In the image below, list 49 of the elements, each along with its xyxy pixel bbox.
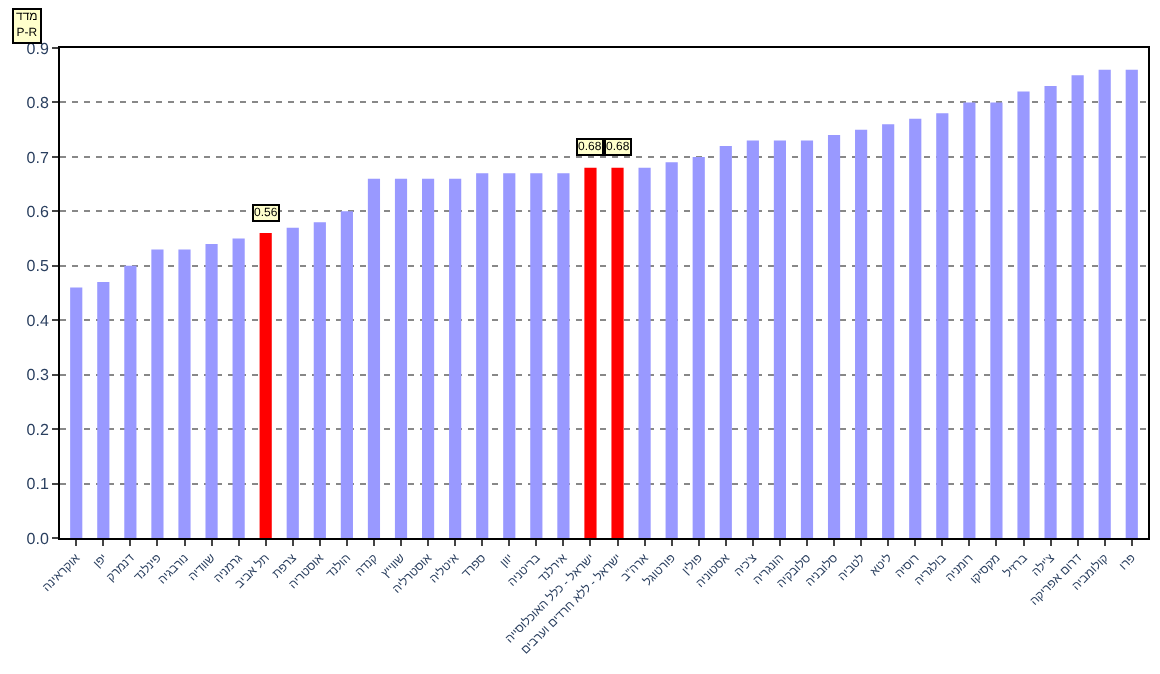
bar <box>367 178 381 538</box>
bar <box>990 102 1003 538</box>
y-tick-label: 0.5 <box>26 257 50 276</box>
bar <box>746 140 759 538</box>
bar <box>963 102 976 538</box>
bar <box>259 233 272 538</box>
bar <box>1098 69 1111 538</box>
bar <box>394 178 408 538</box>
bar <box>936 113 949 538</box>
bar <box>719 146 732 538</box>
bar <box>1071 75 1084 538</box>
y-tick-label: 0.2 <box>26 420 50 439</box>
bar <box>70 287 83 538</box>
bar <box>178 249 191 538</box>
bar <box>1017 91 1030 538</box>
bar <box>503 173 516 538</box>
bar <box>827 135 841 538</box>
bar <box>1125 69 1138 538</box>
y-tick-label: 0.3 <box>26 366 50 385</box>
bar <box>313 222 326 538</box>
bar <box>97 282 110 538</box>
bar <box>422 178 435 538</box>
bar <box>449 178 462 538</box>
bar <box>340 211 353 538</box>
bar <box>151 249 164 538</box>
y-tick-label: 0.6 <box>26 202 50 221</box>
bar <box>205 244 218 538</box>
bar <box>1044 86 1057 538</box>
bar <box>882 124 895 538</box>
bar <box>476 173 489 538</box>
bar <box>557 173 570 538</box>
y-tick-label: 0.7 <box>26 148 50 167</box>
bar <box>286 227 299 538</box>
bar <box>530 173 543 538</box>
bar <box>584 167 597 538</box>
bar <box>665 162 678 538</box>
bar <box>773 140 786 538</box>
bar <box>692 156 705 538</box>
bar <box>909 118 922 538</box>
y-tick-label: 0.4 <box>26 311 50 330</box>
y-tick-label: 0.8 <box>26 94 50 113</box>
bar <box>800 140 814 538</box>
y-tick-label: 0.0 <box>26 529 50 548</box>
bar <box>855 129 868 538</box>
bar <box>638 167 651 538</box>
y-tick-label: 0.1 <box>26 475 50 494</box>
bar <box>232 238 245 538</box>
bar <box>611 167 624 538</box>
bar <box>124 265 137 538</box>
